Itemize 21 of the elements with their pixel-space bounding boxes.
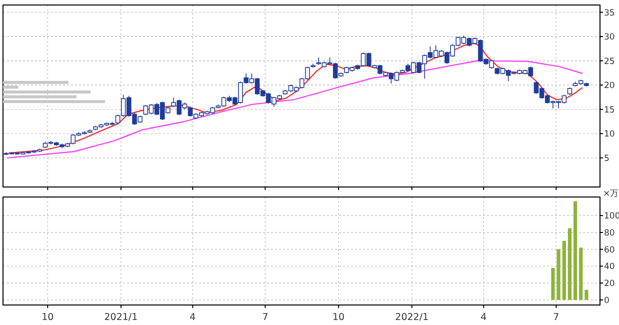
x-tick-label: 10 — [332, 312, 345, 323]
y-tick-label: 10 — [604, 130, 615, 140]
y-tick-label: 25 — [604, 56, 615, 67]
x-tick-label: 7 — [553, 312, 560, 323]
y-tick-label: 40 — [604, 262, 615, 272]
x-tick-label: 2021/1 — [104, 312, 138, 323]
y-tick-label: 35 — [604, 8, 615, 18]
x-tick-label: 4 — [480, 312, 487, 323]
x-tick-label: 7 — [262, 312, 268, 323]
y-tick-label: 80 — [604, 228, 615, 238]
y-tick-label: 15 — [604, 105, 615, 116]
y-axis-title: ×万 — [603, 189, 619, 199]
x-tick-label: 10 — [42, 312, 54, 323]
y-tick-label: 60 — [604, 245, 615, 256]
y-tick-label: 20 — [604, 81, 615, 92]
x-tick-label: 4 — [190, 312, 196, 323]
y-tick-label: 5 — [604, 154, 610, 164]
y-tick-label: 0 — [604, 296, 610, 306]
x-tick-label: 2022/1 — [395, 312, 429, 323]
y-tick-label: 30 — [604, 32, 615, 43]
y-tick-label: 20 — [604, 279, 615, 290]
